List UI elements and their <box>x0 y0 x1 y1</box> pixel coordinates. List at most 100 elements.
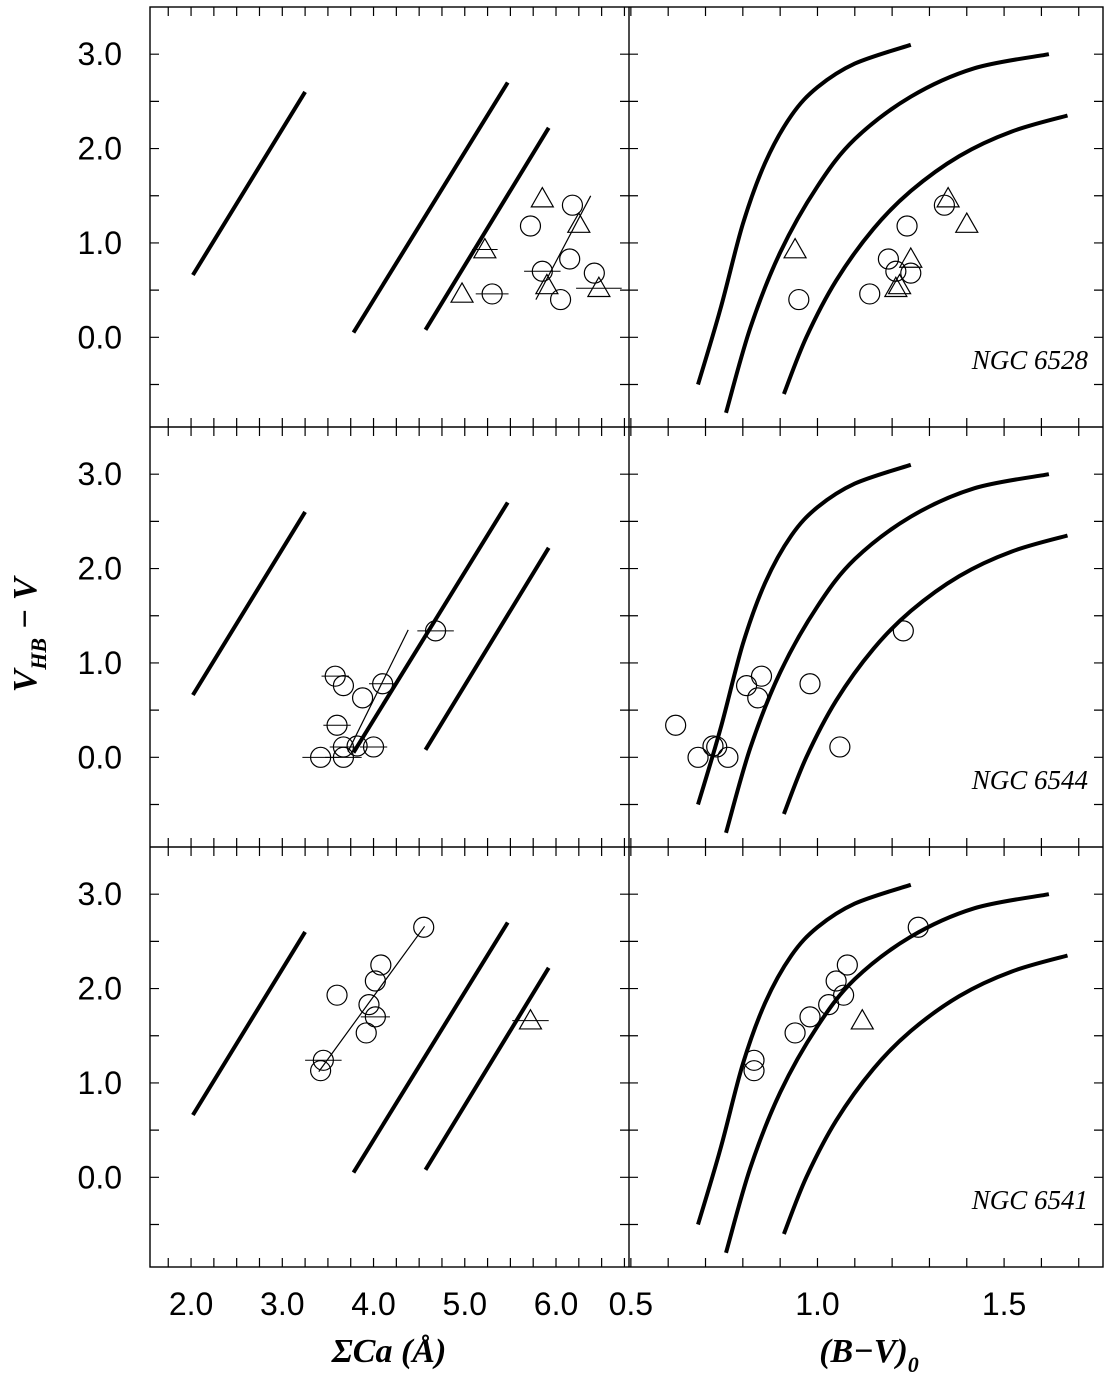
data-point-circle <box>364 1006 386 1028</box>
reference-line <box>351 921 510 1174</box>
data-point-triangle <box>887 273 912 295</box>
fit-line <box>318 925 426 1072</box>
y-tick-label: 3.0 <box>78 456 122 492</box>
reference-line <box>423 546 551 751</box>
data-point-circle <box>346 735 368 757</box>
data-point-circle <box>859 283 881 305</box>
data-point-circle <box>481 283 503 305</box>
data-point-circle <box>332 736 355 758</box>
reference-curve <box>782 113 1069 395</box>
axis-ticks <box>150 7 1103 427</box>
y-tick-label: 2.0 <box>78 551 122 587</box>
data-point-circle <box>877 248 899 270</box>
y-tick-label: 0.0 <box>78 739 122 775</box>
left-panel <box>191 916 551 1174</box>
data-point-circle <box>836 954 858 976</box>
x-tick-label-right: 1.5 <box>982 1286 1026 1322</box>
data-point-circle <box>687 746 709 768</box>
y-tick-label: 3.0 <box>78 876 122 912</box>
y-tick-label: 0.0 <box>78 1159 122 1195</box>
x-tick-label-right: 1.0 <box>795 1286 839 1322</box>
y-axis-label-sub: HB <box>26 638 51 671</box>
y-axis-label: VHB − V <box>7 575 51 692</box>
data-point-circle <box>717 746 739 768</box>
x-tick-label-left: 4.0 <box>351 1286 395 1322</box>
data-point-triangle <box>534 273 559 295</box>
data-point-circle <box>424 620 447 642</box>
reference-line <box>351 81 510 334</box>
data-point-circle <box>370 954 392 976</box>
panel-ngc-6544: NGC 6544 <box>191 462 1088 834</box>
fit-line <box>347 629 409 752</box>
reference-line <box>351 501 510 754</box>
y-tick-label: 1.0 <box>78 645 122 681</box>
cluster-label: NGC 6544 <box>971 765 1088 795</box>
data-point-circle <box>829 736 851 758</box>
data-point-circle <box>559 248 581 270</box>
data-point-triangle <box>954 211 979 233</box>
tick-labels: 3.0 2.0 1.0 0.0 3.0 2.0 1.0 0.0 3.0 2.0 1.0 0.0 2.0 3… <box>78 36 1027 1322</box>
data-point-circle <box>750 665 773 687</box>
data-point-triangle <box>472 237 497 259</box>
x-tick-label-left: 6.0 <box>534 1286 578 1322</box>
cluster-label: NGC 6528 <box>971 345 1089 375</box>
data-point-circle <box>900 262 922 284</box>
data-point-circle <box>833 984 855 1006</box>
data-point-circle <box>784 1022 806 1044</box>
data-point-circle <box>818 994 840 1016</box>
axis-ticks <box>150 427 1103 847</box>
data-point-circle <box>372 673 394 695</box>
x-axis-label-left: ΣCa (Å) <box>331 1333 447 1370</box>
data-point-circle <box>519 215 542 237</box>
y-tick-label: 1.0 <box>78 1065 122 1101</box>
data-point-circle <box>362 736 385 758</box>
reference-curve <box>782 533 1069 815</box>
cluster-label: NGC 6541 <box>971 1185 1088 1215</box>
reference-line <box>423 126 551 331</box>
data-point-circle <box>413 916 435 938</box>
reference-line <box>191 930 307 1117</box>
data-point-circle <box>907 916 929 938</box>
data-point-triangle <box>783 237 808 259</box>
data-point-circle <box>747 687 769 709</box>
data-point-circle <box>312 1049 334 1071</box>
data-point-circle <box>332 675 355 697</box>
data-point-circle <box>561 194 584 216</box>
plot-content: NGC 6528 NGC 6544 NGC 6541 <box>191 42 1089 1254</box>
y-axis-label-main: V <box>7 667 44 692</box>
reference-curve <box>724 892 1050 1254</box>
data-point-circle <box>743 1060 765 1082</box>
left-panel <box>191 501 551 768</box>
left-panel <box>191 81 622 334</box>
data-point-circle <box>355 1022 377 1044</box>
reference-curve <box>696 462 912 806</box>
data-point-triangle <box>450 281 475 303</box>
y-tick-label: 2.0 <box>78 131 122 167</box>
data-point-circle <box>825 970 847 992</box>
reference-curve <box>696 882 912 1226</box>
data-point-circle <box>735 675 758 697</box>
data-point-triangle <box>850 1008 875 1030</box>
data-point-circle <box>788 288 810 311</box>
right-panel <box>665 462 1069 834</box>
y-tick-label: 3.0 <box>78 36 122 72</box>
data-point-circle <box>665 714 687 736</box>
y-axis-label-tail: − V <box>7 575 44 638</box>
data-point-circle <box>364 970 386 992</box>
reference-curve <box>696 42 912 386</box>
data-point-triangle <box>883 276 908 298</box>
panel-frames <box>149 6 1104 1268</box>
data-point-circle <box>743 1049 765 1071</box>
reference-line <box>191 510 307 697</box>
data-point-triangle <box>518 1008 543 1030</box>
panel-ngc-6528: NGC 6528 <box>191 42 1089 414</box>
panel-ngc-6541: NGC 6541 <box>191 882 1088 1254</box>
reference-curve <box>724 472 1050 834</box>
right-panel <box>696 882 1069 1254</box>
right-panel <box>696 42 1069 414</box>
data-point-circle <box>583 262 605 284</box>
plot-frame <box>149 6 1104 1268</box>
data-point-circle <box>326 714 348 736</box>
x-axis-label-right-sub: 0 <box>908 1352 919 1377</box>
